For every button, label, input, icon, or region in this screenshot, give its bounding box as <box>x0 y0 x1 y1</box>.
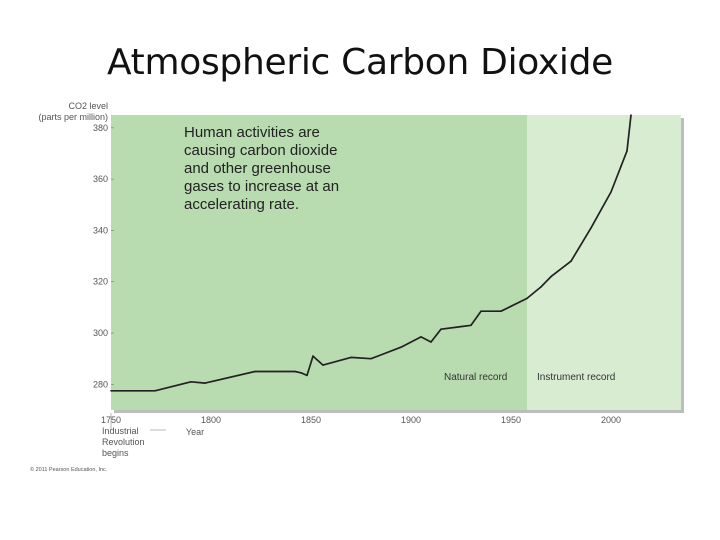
y-tick-label: 380 <box>93 123 108 133</box>
data-point <box>540 286 542 288</box>
x-tick-label: 1950 <box>501 415 521 425</box>
data-point <box>626 150 628 152</box>
y-axis-title-line-1: CO2 level <box>68 101 108 111</box>
x-tick-label: 1850 <box>301 415 321 425</box>
y-tick-label: 280 <box>93 379 108 389</box>
slide-title: Atmospheric Carbon Dioxide <box>106 42 614 83</box>
region-band-1 <box>527 115 681 410</box>
data-point <box>190 381 192 383</box>
callout-line-1: Industrial <box>102 426 139 436</box>
copyright-text: © 2011 Pearson Education, Inc. <box>30 466 108 473</box>
x-axis-title: Year <box>186 427 204 437</box>
co2-chart: CO2 level(parts per million) Human activ… <box>30 101 684 473</box>
footer: © 2011 Pearson Education, Inc. <box>30 466 108 473</box>
data-point <box>300 372 302 374</box>
plot-background <box>111 115 684 413</box>
x-tick-label: 1900 <box>401 415 421 425</box>
callout-line-2: Revolution <box>102 437 145 447</box>
region-label-natural: Natural record <box>444 372 507 383</box>
annotation-line-3: and other greenhouse <box>184 160 331 177</box>
data-point <box>312 355 314 357</box>
annotation-line-2: causing carbon dioxide <box>184 142 337 159</box>
x-tick-label: 1800 <box>201 415 221 425</box>
data-point <box>254 370 256 373</box>
data-point <box>440 328 442 330</box>
data-point <box>500 310 502 312</box>
data-point <box>630 114 632 116</box>
annotation-line-1: Human activities are <box>184 124 320 141</box>
data-point <box>470 324 472 327</box>
data-point <box>570 260 572 262</box>
callout-line-3: begins <box>102 448 129 458</box>
data-point <box>400 346 402 348</box>
data-point <box>480 310 482 312</box>
region-label-instrument: Instrument record <box>537 372 615 383</box>
data-point <box>110 390 112 392</box>
annotation-line-4: gases to increase at an <box>184 178 339 195</box>
y-tick-label: 340 <box>93 225 108 235</box>
series-group <box>110 114 632 392</box>
y-tick-label: 320 <box>93 277 108 287</box>
data-point <box>204 382 206 384</box>
data-point <box>294 370 296 373</box>
data-point <box>526 297 528 300</box>
data-point <box>550 275 552 278</box>
data-point <box>350 356 352 359</box>
y-axis-title: CO2 level(parts per million) <box>38 101 108 122</box>
data-point <box>620 165 622 168</box>
y-axis-title-line-2: (parts per million) <box>38 112 108 122</box>
data-point <box>610 191 612 193</box>
x-tick-label: 2000 <box>601 415 621 425</box>
data-point <box>154 390 156 392</box>
data-point <box>590 227 592 229</box>
data-point <box>420 336 422 338</box>
data-point <box>322 364 324 366</box>
region-labels: Natural record Instrument record <box>444 372 615 383</box>
y-tick-label: 300 <box>93 328 108 338</box>
x-tick-labels: 1750 1800 1850 1900 1950 2000 <box>101 415 621 425</box>
data-point <box>306 374 308 377</box>
x-axis-title-group: Year <box>186 427 204 437</box>
data-point <box>370 357 372 360</box>
y-tick-label: 360 <box>93 174 108 184</box>
data-point <box>430 341 432 343</box>
y-tick-labels: 280 300 320 340 360 380 <box>93 123 114 389</box>
data-point <box>460 325 462 328</box>
annotation-line-5: accelerating rate. <box>184 196 299 213</box>
